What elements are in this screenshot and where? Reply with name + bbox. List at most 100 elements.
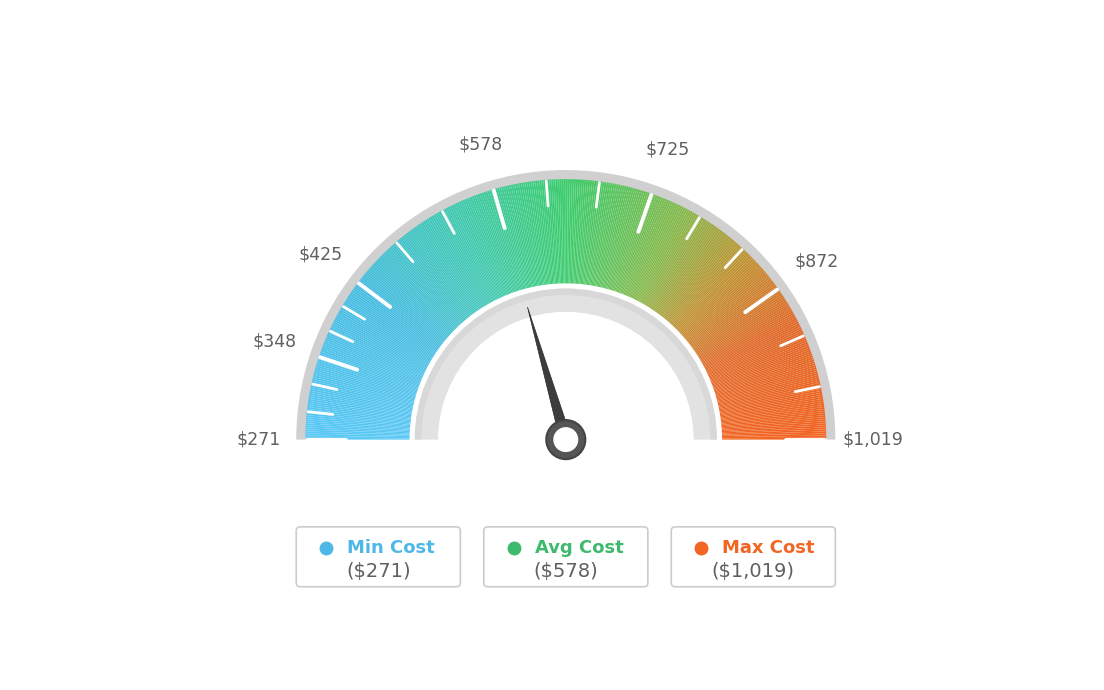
- Wedge shape: [458, 201, 502, 297]
- Wedge shape: [306, 429, 410, 435]
- Wedge shape: [689, 278, 772, 344]
- Wedge shape: [655, 226, 715, 312]
- Wedge shape: [471, 196, 510, 294]
- Wedge shape: [619, 195, 658, 293]
- Wedge shape: [466, 198, 507, 295]
- Wedge shape: [701, 310, 793, 363]
- Wedge shape: [335, 317, 427, 368]
- Wedge shape: [310, 388, 413, 411]
- Wedge shape: [721, 409, 825, 422]
- Wedge shape: [659, 230, 722, 315]
- Wedge shape: [644, 213, 697, 304]
- Wedge shape: [613, 191, 646, 291]
- Wedge shape: [651, 222, 711, 310]
- Wedge shape: [586, 181, 603, 285]
- Wedge shape: [306, 431, 410, 436]
- Text: $1,019: $1,019: [842, 431, 903, 448]
- Wedge shape: [481, 193, 517, 292]
- Wedge shape: [624, 197, 664, 295]
- Wedge shape: [665, 237, 732, 319]
- Wedge shape: [517, 184, 538, 286]
- Polygon shape: [562, 438, 570, 455]
- Wedge shape: [675, 253, 749, 328]
- Wedge shape: [307, 409, 411, 422]
- Wedge shape: [722, 433, 826, 437]
- Wedge shape: [307, 411, 411, 424]
- Wedge shape: [604, 187, 630, 288]
- Wedge shape: [683, 269, 764, 338]
- Wedge shape: [349, 293, 436, 353]
- Wedge shape: [595, 184, 617, 286]
- Wedge shape: [315, 367, 416, 397]
- Wedge shape: [339, 310, 431, 363]
- Wedge shape: [338, 313, 429, 364]
- Wedge shape: [306, 423, 410, 431]
- Wedge shape: [460, 201, 503, 297]
- Wedge shape: [722, 429, 826, 435]
- Wedge shape: [491, 190, 522, 290]
- Wedge shape: [307, 407, 411, 421]
- Wedge shape: [709, 334, 805, 377]
- Wedge shape: [696, 295, 784, 354]
- Wedge shape: [629, 201, 673, 297]
- Wedge shape: [680, 263, 758, 335]
- Wedge shape: [306, 415, 411, 426]
- Wedge shape: [438, 211, 490, 304]
- Wedge shape: [707, 325, 800, 372]
- Wedge shape: [601, 186, 627, 288]
- Wedge shape: [672, 248, 744, 326]
- Wedge shape: [574, 179, 582, 284]
- Wedge shape: [578, 180, 588, 284]
- Wedge shape: [326, 336, 423, 379]
- Wedge shape: [587, 181, 605, 285]
- Text: Min Cost: Min Cost: [347, 539, 435, 557]
- Wedge shape: [452, 205, 498, 299]
- Wedge shape: [527, 181, 544, 285]
- Wedge shape: [392, 244, 463, 323]
- Wedge shape: [328, 333, 423, 377]
- Wedge shape: [605, 188, 633, 288]
- Wedge shape: [457, 202, 501, 297]
- Wedge shape: [699, 302, 788, 358]
- Wedge shape: [476, 195, 513, 293]
- Wedge shape: [598, 185, 623, 287]
- Wedge shape: [341, 305, 432, 360]
- Wedge shape: [535, 181, 549, 284]
- Wedge shape: [623, 197, 661, 295]
- Wedge shape: [322, 346, 420, 384]
- Wedge shape: [714, 359, 814, 393]
- Wedge shape: [555, 179, 561, 284]
- Wedge shape: [435, 213, 488, 304]
- Wedge shape: [652, 223, 712, 310]
- Wedge shape: [306, 419, 410, 428]
- Wedge shape: [371, 266, 449, 336]
- Wedge shape: [306, 437, 410, 440]
- Wedge shape: [358, 282, 442, 346]
- Wedge shape: [308, 403, 411, 419]
- Wedge shape: [362, 275, 445, 342]
- Wedge shape: [659, 231, 724, 315]
- Wedge shape: [354, 286, 439, 348]
- Wedge shape: [570, 179, 574, 284]
- Wedge shape: [677, 255, 752, 330]
- Wedge shape: [444, 208, 493, 302]
- Wedge shape: [368, 269, 448, 338]
- Wedge shape: [713, 353, 813, 389]
- Wedge shape: [698, 300, 787, 357]
- Wedge shape: [668, 243, 739, 322]
- Wedge shape: [594, 184, 615, 286]
- Wedge shape: [378, 258, 454, 332]
- Wedge shape: [351, 290, 438, 351]
- Wedge shape: [721, 411, 825, 424]
- Polygon shape: [528, 307, 571, 441]
- Text: $271: $271: [236, 431, 280, 448]
- Wedge shape: [721, 405, 825, 420]
- Wedge shape: [396, 240, 465, 321]
- Wedge shape: [719, 383, 820, 406]
- Wedge shape: [713, 351, 811, 388]
- Wedge shape: [567, 179, 570, 284]
- Wedge shape: [686, 272, 766, 340]
- Wedge shape: [690, 282, 774, 346]
- Wedge shape: [474, 195, 512, 293]
- Wedge shape: [683, 267, 763, 337]
